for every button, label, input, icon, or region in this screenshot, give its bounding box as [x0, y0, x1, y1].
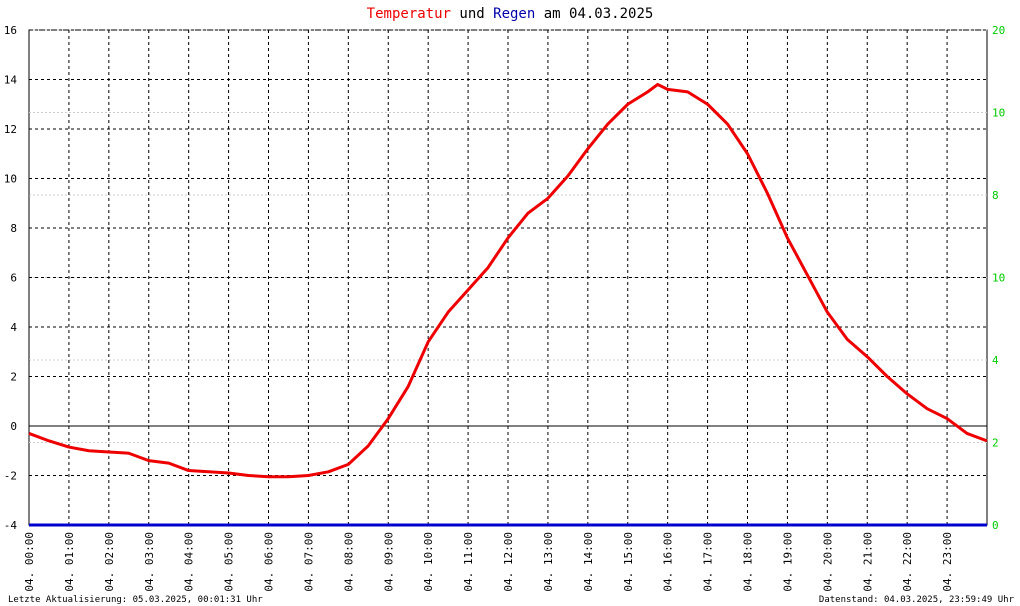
- y2-tick-label: 4: [992, 354, 999, 367]
- title-joiner: und: [459, 6, 484, 22]
- x-tick-label: 04. 21:00: [861, 532, 874, 592]
- y-tick-label: 8: [10, 222, 17, 235]
- y-tick-label: 16: [4, 24, 17, 37]
- series-line: [28, 82, 988, 479]
- x-tick-label: 04. 11:00: [462, 532, 475, 592]
- footer-left: Letzte Aktualisierung: 05.03.2025, 00:01…: [8, 595, 263, 605]
- x-tick-label: 04. 07:00: [302, 532, 315, 592]
- y-tick-label: 14: [4, 74, 18, 87]
- x-tick-label: 04. 17:00: [702, 532, 715, 592]
- x-tick-label: 04. 23:00: [941, 532, 954, 592]
- chart-title: Temperatur und Regen am 04.03.2025: [367, 6, 654, 22]
- x-tick-label: 04. 15:00: [622, 532, 635, 592]
- x-tick-label: 04. 16:00: [662, 532, 675, 592]
- y-tick-label: -4: [4, 519, 18, 532]
- x-tick-label: 04. 20:00: [821, 532, 834, 592]
- y-tick-label: 4: [10, 321, 17, 334]
- title-temperature: Temperatur: [367, 6, 451, 22]
- footer-right: Datenstand: 04.03.2025, 23:59:49 Uhr: [819, 595, 1015, 605]
- x-tick-label: 04. 13:00: [542, 532, 555, 592]
- y-tick-label: 12: [4, 123, 17, 136]
- x-tick-label: 04. 03:00: [143, 532, 156, 592]
- x-tick-label: 04. 22:00: [901, 532, 914, 592]
- x-tick-label: 04. 08:00: [342, 532, 355, 592]
- y2-tick-label: 10: [992, 106, 1005, 119]
- y2-tick-label: 2: [992, 437, 999, 450]
- y2-tick-label: 0: [992, 519, 999, 532]
- x-tick-label: 04. 10:00: [422, 532, 435, 592]
- title-date: am 04.03.2025: [544, 6, 654, 22]
- x-tick-label: 04. 12:00: [502, 532, 515, 592]
- x-tick-label: 04. 05:00: [223, 532, 236, 592]
- y-tick-label: 10: [4, 173, 17, 186]
- x-tick-label: 04. 00:00: [23, 532, 36, 592]
- x-tick-label: 04. 01:00: [63, 532, 76, 592]
- y2-tick-label: 20: [992, 24, 1005, 37]
- y-tick-label: -2: [4, 470, 17, 483]
- x-tick-label: 04. 18:00: [742, 532, 755, 592]
- y2-tick-label: 8: [992, 189, 999, 202]
- x-tick-label: 04. 04:00: [183, 532, 196, 592]
- y-tick-label: 0: [10, 420, 17, 433]
- x-tick-label: 04. 19:00: [781, 532, 794, 592]
- y-tick-label: 6: [10, 272, 17, 285]
- title-rain: Regen: [493, 6, 535, 22]
- y2-tick-label: 10: [992, 272, 1005, 285]
- x-tick-label: 04. 09:00: [382, 532, 395, 592]
- x-tick-label: 04. 14:00: [582, 532, 595, 592]
- x-tick-label: 04. 02:00: [103, 532, 116, 592]
- y-tick-label: 2: [10, 371, 17, 384]
- x-tick-label: 04. 06:00: [263, 532, 276, 592]
